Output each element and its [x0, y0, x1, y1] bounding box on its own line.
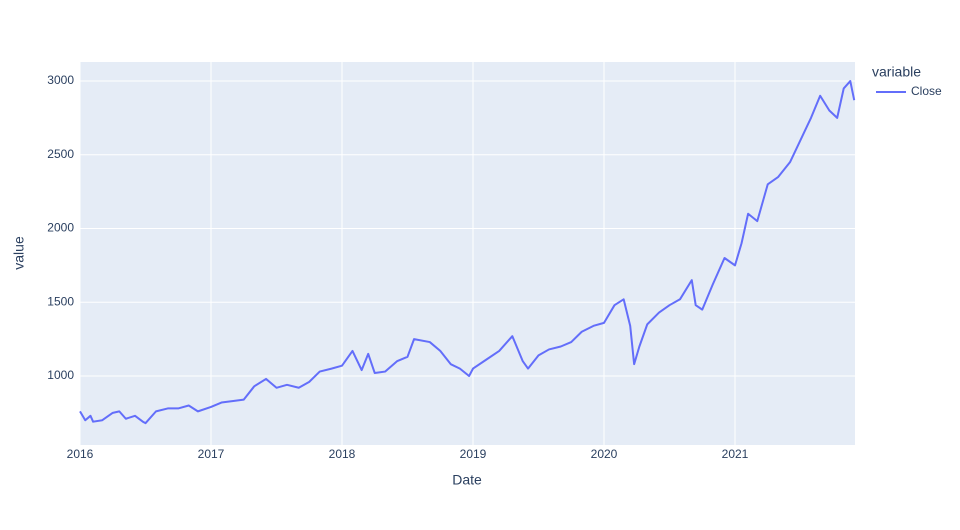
x-tick-label: 2017 [198, 447, 225, 461]
x-tick-label: 2016 [67, 447, 94, 461]
x-tick-label: 2021 [722, 447, 749, 461]
y-tick-label: 1500 [47, 294, 74, 308]
legend-label: Close [911, 84, 942, 98]
x-tick-label: 2020 [591, 447, 618, 461]
y-tick-label: 2500 [47, 147, 74, 161]
x-axis-title: Date [452, 472, 482, 488]
y-axis-title: value [11, 236, 27, 270]
legend-title: variable [872, 64, 921, 80]
y-tick-label: 2000 [47, 221, 74, 235]
x-tick-label: 2019 [460, 447, 487, 461]
x-tick-label: 2018 [329, 447, 356, 461]
y-tick-label: 1000 [47, 368, 74, 382]
y-tick-label: 3000 [47, 73, 74, 87]
line [79, 80, 856, 425]
plot-area [80, 62, 855, 445]
